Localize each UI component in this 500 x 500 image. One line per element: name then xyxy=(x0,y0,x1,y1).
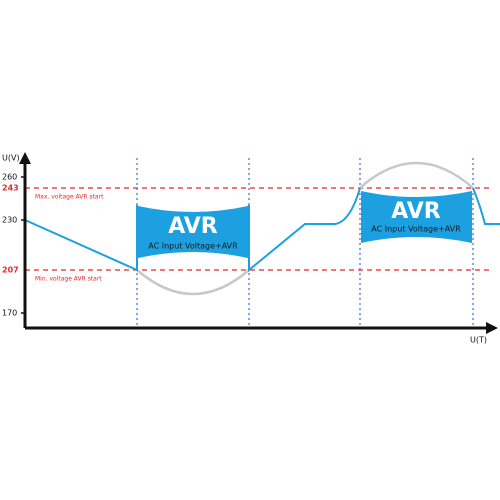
y-ticks: 260 243 230 207 170 xyxy=(2,173,19,318)
avr-box xyxy=(138,206,248,258)
y-tick-marks xyxy=(21,176,25,314)
box-subtitle: AC Input Voltage+AVR xyxy=(371,225,461,234)
y-tick-label: 207 xyxy=(2,266,19,275)
y-tick-label: 170 xyxy=(2,309,17,318)
y-arrow xyxy=(19,152,31,164)
x-arrow xyxy=(486,322,498,334)
markers xyxy=(136,158,474,326)
y-tick-label: 230 xyxy=(2,216,17,225)
y-tick-label: 260 xyxy=(2,173,17,182)
box-title: AVR xyxy=(168,214,218,239)
avr-box xyxy=(361,191,472,243)
output-wave xyxy=(24,187,500,273)
box-title: AVR xyxy=(391,199,441,224)
y-tick-label: 243 xyxy=(2,184,19,193)
max-label: Max. voltage AVR start xyxy=(35,194,104,201)
x-axis-label: U(T) xyxy=(470,336,487,345)
box-subtitle: AC Input Voltage+AVR xyxy=(148,242,238,251)
min-label: Min. voltage AVR start xyxy=(35,276,102,283)
y-axis-label: U(V) xyxy=(2,154,20,163)
input-wave xyxy=(359,161,474,189)
input-wave xyxy=(136,269,250,296)
